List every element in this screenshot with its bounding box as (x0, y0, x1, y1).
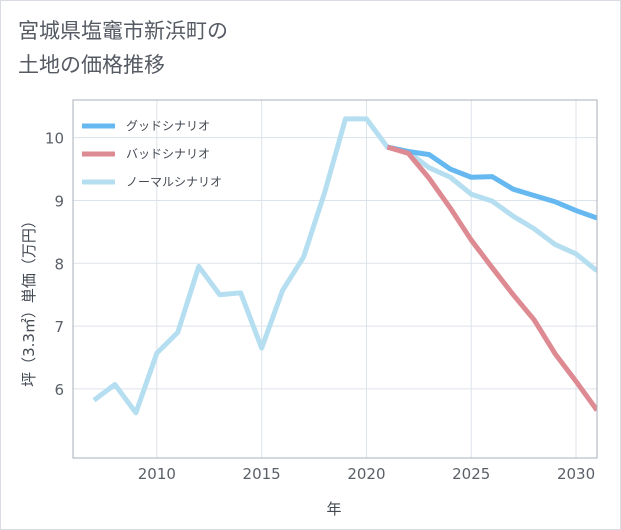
x-tick-label-4: 2030 (557, 465, 595, 483)
y-tick-label-0: 6 (54, 381, 64, 399)
x-tick-label-1: 2015 (243, 465, 281, 483)
x-tick-labels: 2010 2015 2020 2025 2030 (138, 465, 595, 483)
y-tick-label-3: 9 (54, 192, 64, 210)
series-line-2 (92, 116, 597, 416)
chart-title-line2: 土地の価格推移 (18, 53, 165, 77)
x-tick-label-2: 2020 (347, 465, 385, 483)
chart-title-line1: 宮城県塩竈市新浜町の (18, 19, 228, 43)
plot-series (92, 116, 597, 416)
y-axis-title: 坪（3.3㎡）単価（万円） (20, 213, 38, 387)
plot-area-border (72, 99, 598, 459)
legend-label-1: バッドシナリオ (126, 147, 210, 161)
legend-label-2: ノーマルシナリオ (126, 175, 222, 189)
grid-lines (73, 100, 597, 458)
y-tick-labels: 6 7 8 9 10 (45, 130, 64, 399)
series-line-0 (386, 144, 597, 221)
y-tick-label-4: 10 (45, 130, 64, 148)
y-tick-label-1: 7 (54, 318, 64, 336)
x-axis-title: 年 (326, 500, 341, 518)
chart-title: 宮城県塩竈市新浜町の 土地の価格推移 (18, 14, 228, 82)
legend-label-0: グッドシナリオ (126, 119, 210, 133)
x-tick-label-3: 2025 (452, 465, 490, 483)
y-tick-label-2: 8 (54, 255, 64, 273)
series-line-1 (386, 144, 597, 412)
x-tick-label-0: 2010 (138, 465, 176, 483)
